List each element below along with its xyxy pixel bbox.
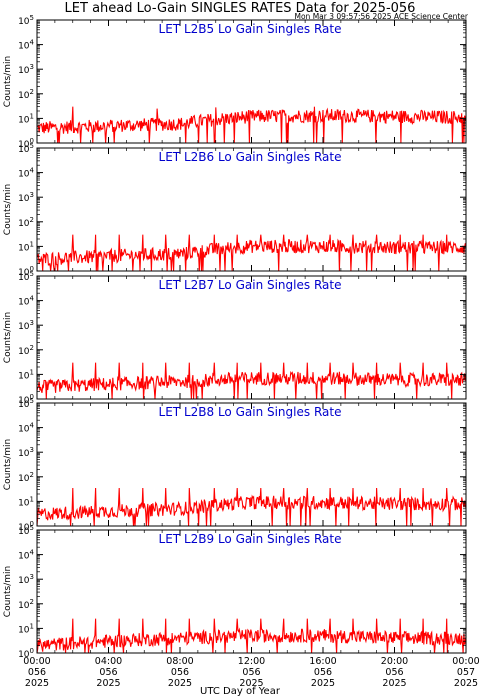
x-tick-label: 00:00 bbox=[23, 656, 50, 667]
x-tick-label: 056 bbox=[171, 667, 189, 678]
panel-title: LET L2B8 Lo Gain Singles Rate bbox=[159, 405, 342, 419]
figure-title: LET ahead Lo-Gain SINGLES RATES Data for… bbox=[65, 1, 416, 16]
y-axis-label: Counts/min bbox=[3, 56, 13, 107]
x-tick-label: 056 bbox=[28, 667, 46, 678]
rate-trace bbox=[36, 487, 467, 527]
y-tick-label: 104 bbox=[18, 422, 34, 435]
rate-trace bbox=[36, 362, 467, 400]
x-tick-label: 00:00 bbox=[452, 656, 479, 667]
y-axis-label: Counts/min bbox=[3, 439, 13, 490]
rate-trace bbox=[36, 618, 467, 654]
x-tick-label: 16:00 bbox=[309, 656, 336, 667]
y-tick-label: 104 bbox=[18, 549, 34, 562]
y-tick-label: 104 bbox=[18, 295, 34, 308]
y-tick-label: 101 bbox=[18, 112, 34, 125]
y-tick-label: 100 bbox=[18, 137, 34, 150]
y-tick-label: 100 bbox=[18, 393, 34, 406]
panel-2: 100 101 102 103 104 105 LET L2B6 Lo Gain Singl… bbox=[3, 142, 467, 278]
timestamp: Mon Mar 3 09:57:56 2025 ACE Science Cent… bbox=[295, 12, 469, 21]
y-tick-label: 105 bbox=[18, 142, 34, 155]
y-tick-label: 103 bbox=[18, 573, 34, 586]
y-tick-label: 102 bbox=[18, 88, 34, 101]
y-axis-label: Counts/min bbox=[3, 566, 13, 617]
y-tick-label: 101 bbox=[18, 495, 34, 508]
x-tick-label: 2025 bbox=[311, 678, 335, 689]
panel-3: 100 101 102 103 104 105 LET L2B7 Lo Gain Singl… bbox=[3, 270, 467, 406]
x-tick-label: 20:00 bbox=[381, 656, 408, 667]
x-tick-label: 12:00 bbox=[238, 656, 265, 667]
y-tick-label: 101 bbox=[18, 368, 34, 381]
y-tick-label: 103 bbox=[18, 319, 34, 332]
y-tick-label: 102 bbox=[18, 598, 34, 611]
y-tick-label: 100 bbox=[18, 647, 34, 660]
y-tick-label: 100 bbox=[18, 520, 34, 533]
y-tick-label: 101 bbox=[18, 240, 34, 253]
y-tick-label: 102 bbox=[18, 344, 34, 357]
y-axis-label: Counts/min bbox=[3, 184, 13, 235]
y-tick-label: 105 bbox=[18, 14, 34, 27]
y-tick-label: 102 bbox=[18, 471, 34, 484]
y-tick-label: 105 bbox=[18, 397, 34, 410]
x-tick-label: 056 bbox=[99, 667, 117, 678]
panel-4: 100 101 102 103 104 105 LET L2B8 Lo Gain Singl… bbox=[3, 397, 467, 533]
panel-title: LET L2B9 Lo Gain Singles Rate bbox=[159, 532, 342, 546]
rate-trace bbox=[36, 234, 467, 272]
y-tick-label: 105 bbox=[18, 524, 34, 537]
y-tick-label: 102 bbox=[18, 216, 34, 229]
x-tick-label: 057 bbox=[457, 667, 475, 678]
x-tick-label: 056 bbox=[242, 667, 260, 678]
x-tick-label: 2025 bbox=[239, 678, 263, 689]
panel-title: LET L2B5 Lo Gain Singles Rate bbox=[159, 22, 342, 36]
panel-1: 100 101 102 103 104 105 LET L2B5 Lo Gain Singl… bbox=[3, 14, 467, 150]
x-tick-label: 04:00 bbox=[95, 656, 122, 667]
x-tick-label: 08:00 bbox=[166, 656, 193, 667]
y-tick-label: 103 bbox=[18, 191, 34, 204]
y-tick-label: 101 bbox=[18, 622, 34, 635]
y-tick-label: 104 bbox=[18, 39, 34, 52]
x-tick-label: 056 bbox=[314, 667, 332, 678]
y-tick-label: 104 bbox=[18, 167, 34, 180]
y-axis-label: Counts/min bbox=[3, 312, 13, 363]
panel-5: 100 101 102 103 104 105 LET L2B9 Lo Gain Singl… bbox=[3, 524, 467, 660]
panel-title: LET L2B6 Lo Gain Singles Rate bbox=[159, 150, 342, 164]
y-tick-label: 105 bbox=[18, 270, 34, 283]
y-tick-label: 103 bbox=[18, 63, 34, 76]
y-tick-label: 103 bbox=[18, 446, 34, 459]
x-tick-label: 056 bbox=[385, 667, 403, 678]
x-tick-label: 2025 bbox=[96, 678, 120, 689]
x-tick-label: 2025 bbox=[382, 678, 406, 689]
x-tick-label: 2025 bbox=[168, 678, 192, 689]
panel-title: LET L2B7 Lo Gain Singles Rate bbox=[159, 278, 342, 292]
y-tick-label: 100 bbox=[18, 265, 34, 278]
x-tick-label: 2025 bbox=[454, 678, 478, 689]
x-tick-label: 2025 bbox=[25, 678, 49, 689]
x-axis-label: UTC Day of Year bbox=[200, 686, 281, 697]
rate-trace bbox=[36, 106, 467, 144]
